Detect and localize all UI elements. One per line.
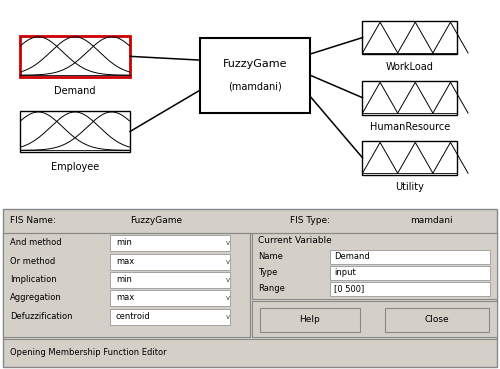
Text: Employee: Employee: [51, 162, 99, 172]
Text: (mamdani): (mamdani): [228, 82, 282, 92]
Text: And method: And method: [10, 238, 62, 247]
Text: FuzzyGame: FuzzyGame: [130, 216, 182, 225]
Text: FIS Type:: FIS Type:: [290, 216, 330, 225]
FancyBboxPatch shape: [330, 282, 490, 296]
FancyBboxPatch shape: [330, 250, 490, 264]
FancyBboxPatch shape: [385, 308, 489, 332]
Text: v: v: [226, 240, 230, 246]
Text: Type: Type: [258, 268, 278, 277]
Text: input: input: [334, 268, 356, 277]
Text: v: v: [226, 295, 230, 301]
Text: Current Variable: Current Variable: [258, 236, 332, 245]
Text: Demand: Demand: [334, 252, 370, 261]
FancyBboxPatch shape: [362, 21, 458, 55]
FancyBboxPatch shape: [252, 233, 497, 299]
FancyBboxPatch shape: [110, 235, 230, 251]
FancyBboxPatch shape: [20, 111, 130, 152]
Text: Demand: Demand: [54, 86, 96, 96]
Text: Aggregation: Aggregation: [10, 293, 62, 302]
Text: Help: Help: [300, 315, 320, 324]
Text: Opening Membership Function Editor: Opening Membership Function Editor: [10, 348, 166, 358]
FancyBboxPatch shape: [3, 208, 497, 367]
FancyBboxPatch shape: [110, 254, 230, 270]
FancyBboxPatch shape: [330, 266, 490, 280]
Text: FuzzyGame: FuzzyGame: [222, 59, 287, 69]
Text: v: v: [226, 314, 230, 320]
FancyBboxPatch shape: [20, 36, 130, 77]
FancyBboxPatch shape: [362, 141, 458, 175]
FancyBboxPatch shape: [3, 233, 250, 337]
Text: HumanResource: HumanResource: [370, 122, 450, 132]
FancyBboxPatch shape: [110, 290, 230, 306]
Text: min: min: [116, 275, 132, 284]
Text: min: min: [116, 238, 132, 247]
Text: Defuzzification: Defuzzification: [10, 313, 72, 321]
Text: Name: Name: [258, 252, 283, 261]
Text: Or method: Or method: [10, 257, 55, 266]
Text: max: max: [116, 293, 134, 302]
Text: Close: Close: [424, 315, 450, 324]
Text: max: max: [116, 257, 134, 266]
Text: centroid: centroid: [116, 313, 151, 321]
Text: Implication: Implication: [10, 275, 56, 284]
Text: v: v: [226, 259, 230, 265]
FancyBboxPatch shape: [110, 272, 230, 288]
Text: Utility: Utility: [396, 182, 424, 192]
FancyBboxPatch shape: [200, 38, 310, 113]
FancyBboxPatch shape: [362, 81, 458, 115]
Text: WorkLoad: WorkLoad: [386, 62, 434, 72]
Text: v: v: [226, 277, 230, 283]
Text: [0 500]: [0 500]: [334, 284, 364, 293]
FancyBboxPatch shape: [252, 301, 497, 337]
Text: Range: Range: [258, 284, 285, 293]
Text: FIS Name:: FIS Name:: [10, 216, 56, 225]
FancyBboxPatch shape: [110, 309, 230, 325]
Text: mamdani: mamdani: [410, 216, 453, 225]
FancyBboxPatch shape: [260, 308, 360, 332]
